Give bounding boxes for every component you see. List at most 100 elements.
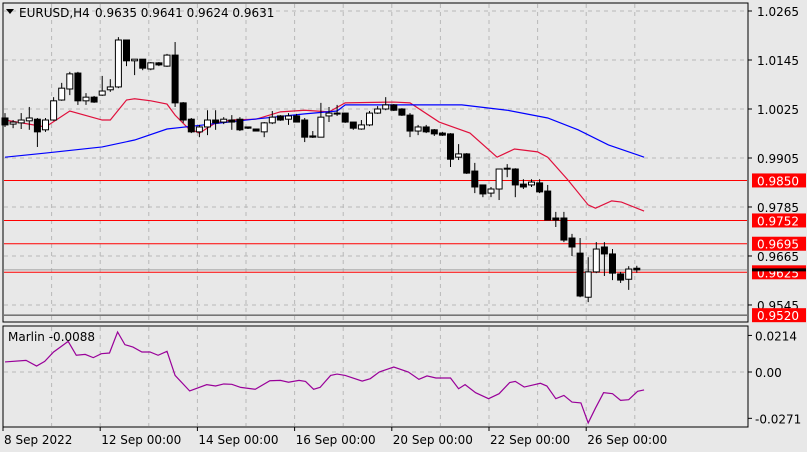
- price-tick-label: 0.9785: [757, 201, 799, 215]
- horizontal-levels[interactable]: [4, 179, 747, 316]
- candle-body: [66, 73, 74, 90]
- candle: [309, 131, 317, 138]
- candle-body: [276, 115, 284, 121]
- candle-body: [479, 184, 487, 195]
- candle: [600, 242, 608, 276]
- candle: [617, 271, 625, 283]
- price-axis[interactable]: 1.0265 1.0145 1.0025 0.9905 0.9785 0.9665 0.95…: [748, 5, 806, 323]
- marlin-indicator: [4, 330, 645, 425]
- candle-body: [163, 54, 171, 67]
- candle-body: [131, 58, 139, 62]
- candle-body: [447, 133, 454, 160]
- candle: [163, 53, 171, 67]
- candle-body: [293, 115, 301, 123]
- candle-body: [600, 246, 608, 255]
- candle-body: [106, 86, 114, 91]
- indicator-label: Marlin -0.0088: [8, 330, 95, 344]
- candle: [187, 117, 195, 134]
- candle-body: [584, 271, 592, 298]
- time-tick-label: 22 Sep 00:00: [490, 433, 570, 447]
- candle: [74, 71, 82, 105]
- candle-body: [244, 126, 252, 129]
- candle-body: [195, 126, 203, 133]
- candle-body: [212, 119, 220, 124]
- candle: [568, 233, 576, 256]
- candle: [592, 242, 600, 274]
- price-tick-label: 1.0145: [757, 54, 799, 68]
- candle: [414, 124, 422, 136]
- candle: [301, 117, 309, 143]
- candle-body: [568, 237, 576, 248]
- candle-body: [544, 190, 552, 221]
- candle-body: [155, 62, 163, 66]
- candle: [9, 120, 17, 129]
- candle-body: [471, 170, 479, 188]
- candle-body: [414, 126, 422, 132]
- current-price-marker: [752, 268, 806, 272]
- candle-body: [349, 121, 357, 129]
- candle: [536, 179, 544, 194]
- time-tick-label: 20 Sep 00:00: [393, 433, 473, 447]
- candle-body: [390, 104, 398, 111]
- level-price-label: 0.9752: [757, 214, 799, 228]
- indicator-tick-label: -0.0271: [755, 412, 801, 426]
- main-pane-border: [2, 2, 749, 323]
- candle-body: [58, 87, 66, 101]
- dropdown-triangle-icon[interactable]: [6, 9, 14, 14]
- marlin-line: [4, 330, 645, 425]
- level-price-tag: [752, 236, 806, 251]
- fast-ma-line: [4, 98, 645, 212]
- time-axis[interactable]: 8 Sep 2022 12 Sep 00:00 14 Sep 00:00 16 Sep…: [2, 427, 667, 447]
- candle: [276, 115, 284, 121]
- ohlc-values: 0.9635 0.9641 0.9624 0.9631: [95, 6, 274, 20]
- candle: [42, 117, 49, 132]
- time-tick-label: 26 Sep 00:00: [587, 433, 667, 447]
- candlesticks: [1, 37, 641, 303]
- candle-body: [366, 112, 373, 126]
- candle-body: [592, 248, 600, 273]
- time-tick-label: 8 Sep 2022: [4, 433, 72, 447]
- candle-body: [511, 168, 519, 186]
- candle-body: [528, 181, 535, 186]
- candle: [422, 124, 430, 134]
- candle: [90, 95, 98, 103]
- level-price-tag: [752, 173, 806, 188]
- candle: [212, 110, 220, 130]
- candle: [609, 249, 616, 281]
- candle: [123, 39, 130, 67]
- candle-body: [325, 112, 333, 117]
- candle: [82, 93, 90, 105]
- candle: [220, 117, 228, 125]
- candle-body: [33, 118, 41, 133]
- candle: [106, 79, 114, 92]
- chart-header: EURUSD,H4 0.9635 0.9641 0.9624 0.9631: [6, 6, 274, 20]
- indicator-tick-label: 0.0214: [755, 329, 797, 343]
- candle: [317, 102, 325, 138]
- candle-body: [519, 183, 527, 188]
- candle-body: [82, 96, 90, 102]
- candle: [341, 112, 349, 123]
- candle-body: [204, 119, 211, 128]
- candle-body: [406, 114, 414, 132]
- candle-body: [341, 112, 349, 123]
- indicator-tick-label: 0.00: [755, 366, 782, 380]
- candle: [406, 113, 414, 138]
- price-tick-label: 0.9905: [757, 152, 799, 166]
- price-tick-label: 1.0265: [757, 5, 799, 19]
- candle: [382, 97, 390, 111]
- candle-body: [495, 168, 503, 190]
- candle: [633, 265, 641, 273]
- candle: [503, 164, 511, 178]
- level-price-tag: [752, 308, 806, 323]
- candle-body: [463, 153, 471, 174]
- candle: [58, 82, 66, 101]
- price-tick-label: 0.9665: [757, 250, 799, 264]
- candle-body: [25, 117, 33, 122]
- candle: [560, 211, 568, 243]
- candle: [584, 257, 592, 303]
- candle: [25, 106, 33, 130]
- candle-body: [74, 72, 82, 102]
- level-price-label: 0.9520: [757, 309, 799, 323]
- candle-body: [430, 129, 438, 135]
